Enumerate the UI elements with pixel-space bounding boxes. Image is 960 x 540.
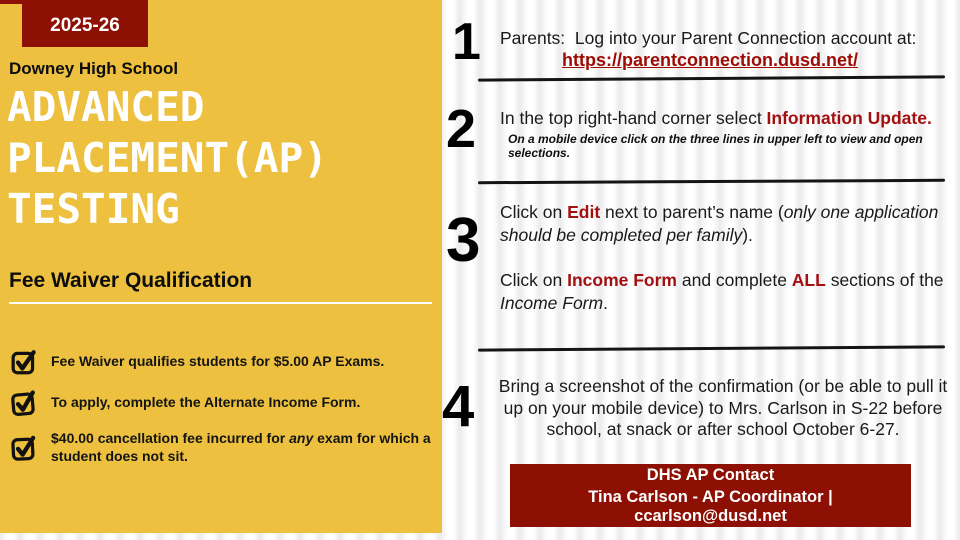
checklist-item-text: Fee Waiver qualifies students for $5.00 … <box>51 353 385 369</box>
school-year-badge: 2025-26 <box>22 4 148 47</box>
school-name: Downey High School <box>9 59 179 78</box>
divider-line <box>477 345 946 352</box>
step-number-3: 3 <box>446 206 481 275</box>
step-3-text-part: ). <box>742 225 753 245</box>
contact-title: DHS AP Contact <box>646 465 775 484</box>
step-number-2: 2 <box>446 99 477 159</box>
step-3-highlight-edit: Edit <box>567 202 601 222</box>
divider-line <box>477 178 946 185</box>
step-2-highlight: Information Update. <box>766 108 932 128</box>
slide-title: ADVANCED PLACEMENT(AP) TESTING <box>7 83 328 233</box>
checklist-item: Fee Waiver qualifies students for $5.00 … <box>11 348 435 376</box>
step-2-text-part: In the top right-hand corner select <box>500 108 767 128</box>
checklist-item: To apply, complete the Alternate Income … <box>11 389 435 417</box>
step-3-emphasis: Income Form <box>500 293 604 313</box>
step-2-text: In the top right-hand corner select Info… <box>500 107 950 130</box>
step-1-text: Parents: Log into your Parent Connection… <box>500 28 917 48</box>
step-1-link-row: https://parentconnection.dusd.net/ <box>500 50 920 71</box>
step-3-paragraph-1: Click on Edit next to parent’s name (onl… <box>500 201 946 247</box>
step-3-text-part: Click on <box>500 202 568 222</box>
slide-subtitle: Fee Waiver Qualification <box>9 269 432 304</box>
step-3-text-part: next to parent’s name ( <box>600 202 784 222</box>
step-number-4: 4 <box>442 374 475 439</box>
checklist: Fee Waiver qualifies students for $5.00 … <box>11 348 435 478</box>
divider-line <box>477 75 946 82</box>
checklist-item-text-part: exam for which a student does not sit. <box>51 430 431 464</box>
checklist-item-text-part: $40.00 cancellation fee incurred for <box>51 430 290 446</box>
step-3-text-part: Click on <box>500 270 568 290</box>
step-4-text: Bring a screenshot of the confirmation (… <box>498 376 948 439</box>
step-3-text-part: sections of the <box>825 270 944 290</box>
step-2-note: On a mobile device click on the three li… <box>508 132 923 160</box>
checkbox-checked-icon <box>11 390 35 417</box>
checkbox-checked-icon <box>11 350 36 375</box>
top-accent-strip <box>0 0 148 4</box>
checklist-item-emphasis: any <box>289 430 314 446</box>
parent-connection-link[interactable]: https://parentconnection.dusd.net/ <box>562 50 858 70</box>
checklist-item-text: To apply, complete the Alternate Income … <box>51 394 361 410</box>
checkbox-checked-icon <box>11 435 36 461</box>
contact-box: DHS AP Contact Tina Carlson - AP Coordin… <box>510 464 911 527</box>
step-number-1: 1 <box>452 13 481 71</box>
step-3-paragraph-2: Click on Income Form and complete ALL se… <box>500 269 948 315</box>
checklist-item-text: $40.00 cancellation fee incurred for any… <box>51 430 435 465</box>
school-year-label: 2025-26 <box>50 14 120 36</box>
left-panel: 2025-26 Downey High School ADVANCED PLAC… <box>0 0 442 533</box>
step-3-highlight-all: ALL <box>791 270 826 290</box>
step-3-text-part: and complete <box>677 270 792 290</box>
contact-details: Tina Carlson - AP Coordinator | ccarlson… <box>588 487 833 525</box>
checklist-item: $40.00 cancellation fee incurred for any… <box>11 430 435 465</box>
step-3-emphasis: only one application should be completed… <box>500 202 939 245</box>
step-3-text-part: . <box>603 293 608 313</box>
step-3-highlight-income-form: Income Form <box>567 270 677 290</box>
